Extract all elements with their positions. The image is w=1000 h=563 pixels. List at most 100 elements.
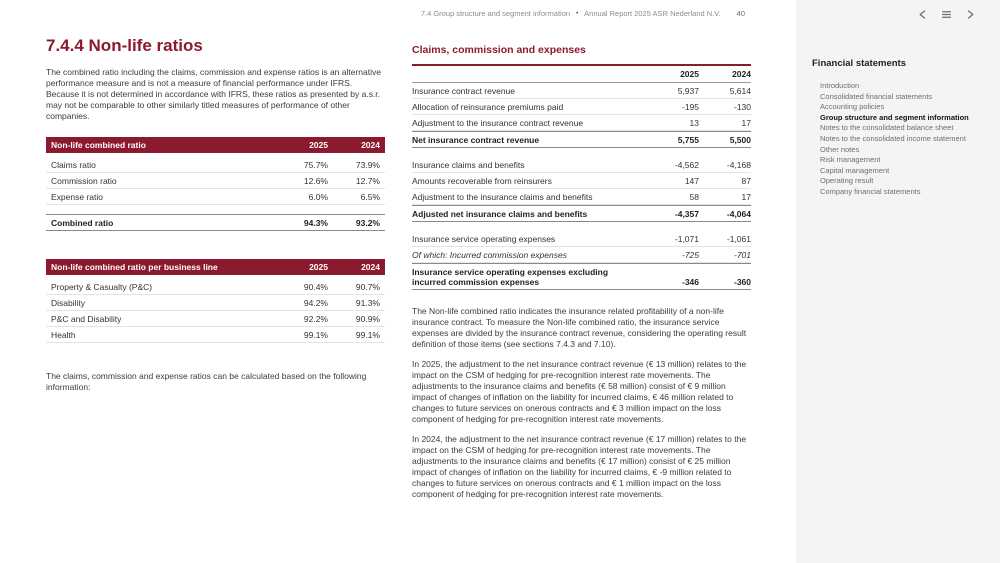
row-label: Health xyxy=(51,329,76,340)
table-header: Non-life combined ratio 2025 2024 xyxy=(46,137,385,153)
row-value-2024: -360 xyxy=(733,276,751,287)
row-value-2025: 99.1% xyxy=(303,329,328,340)
paragraph-1: The Non-life combined ratio indicates th… xyxy=(412,306,747,349)
page-number: 40 xyxy=(736,9,745,18)
year-column-header: 2024 xyxy=(361,140,380,150)
combined-ratio-per-business-line-table: Non-life combined ratio per business lin… xyxy=(46,259,385,343)
row-label: Net insurance contract revenue xyxy=(412,134,540,145)
middle-column: Claims, commission and expenses 2025 2024… xyxy=(412,44,751,509)
row-label: Insurance service operating expenses xyxy=(412,233,556,244)
row-label: Combined ratio xyxy=(51,217,114,228)
row-value-2025: -4,562 xyxy=(674,159,699,170)
previous-page-button[interactable] xyxy=(915,7,929,21)
row-label: Claims ratio xyxy=(51,159,96,170)
table-row: Adjustment to the insurance claims and b… xyxy=(412,189,751,205)
previous-arrow-icon xyxy=(919,9,925,19)
table-row: Insurance contract revenue 5,937 5,614 xyxy=(412,83,751,99)
next-page-button[interactable] xyxy=(963,7,977,21)
row-value-2025: 90.4% xyxy=(303,281,328,292)
row-label: Amounts recoverable from reinsurers xyxy=(412,175,552,186)
row-value-2024: -1,061 xyxy=(726,233,751,244)
table-row: Adjusted net insurance claims and benefi… xyxy=(412,205,751,222)
paragraph-2: In 2025, the adjustment to the net insur… xyxy=(412,359,747,424)
sidebar-item-accounting-policies[interactable]: Accounting policies xyxy=(820,102,885,112)
financial-statements-sidebar: Financial statements Introduction Consoli… xyxy=(796,0,1000,563)
page-title: 7.4.4 Non-life ratios xyxy=(46,36,203,55)
table-row: Net insurance contract revenue 5,755 5,500 xyxy=(412,131,751,148)
row-value-2024: -4,168 xyxy=(726,159,751,170)
table-row: Of which: Incurred commission expenses -7… xyxy=(412,247,751,263)
row-value-2025: 75.7% xyxy=(303,159,328,170)
sidebar-item-notes-to-the-consolidated-income-statement[interactable]: Notes to the consolidated income stateme… xyxy=(820,133,966,143)
topbar: 7.4 Group structure and segment informat… xyxy=(421,9,745,18)
row-value-2025: 94.2% xyxy=(303,297,328,308)
row-value-2024: 87 xyxy=(741,175,751,186)
row-value-2025: -725 xyxy=(681,249,699,260)
row-value-2024: -130 xyxy=(733,101,751,112)
table-title: Non-life combined ratio xyxy=(51,140,146,150)
row-value-2024: 90.7% xyxy=(355,281,380,292)
menu-button[interactable] xyxy=(939,7,953,21)
sidebar-item-introduction[interactable]: Introduction xyxy=(820,81,860,90)
paragraph-3: In 2024, the adjustment to the net insur… xyxy=(412,434,747,499)
row-value-2025: 6.0% xyxy=(308,191,328,202)
row-value-2025: 5,755 xyxy=(677,134,699,145)
sidebar-item-company-financial-statements[interactable]: Company financial statements xyxy=(820,186,921,196)
table-row: Claims ratio 75.7% 73.9% xyxy=(46,157,385,173)
row-value-2025: 5,937 xyxy=(677,85,699,96)
menu-icon xyxy=(941,10,951,18)
table-header: Non-life combined ratio per business lin… xyxy=(46,259,385,275)
row-label: Commission ratio xyxy=(51,175,117,186)
table-row: Disability 94.2% 91.3% xyxy=(46,295,385,311)
table-row: Amounts recoverable from reinsurers 147 87 xyxy=(412,173,751,189)
row-value-2024: 91.3% xyxy=(355,297,380,308)
table-row: Expense ratio 6.0% 6.5% xyxy=(46,189,385,205)
row-value-2024: 5,500 xyxy=(729,134,751,145)
row-value-2025: -4,357 xyxy=(674,208,699,219)
table-row: Insurance claims and benefits -4,562 -4,16… xyxy=(412,157,751,173)
next-arrow-icon xyxy=(967,9,973,19)
separator-dot-icon: • xyxy=(576,10,579,17)
report-title: Annual Report 2025 ASR Nederland N.V. xyxy=(584,9,721,18)
sidebar-item-other-notes[interactable]: Other notes xyxy=(820,144,860,154)
sidebar-title: Financial statements xyxy=(812,58,906,69)
row-label: Property & Casualty (P&C) xyxy=(51,281,153,292)
row-label: Of which: Incurred commission expenses xyxy=(412,249,567,260)
table-row: Combined ratio 94.3% 93.2% xyxy=(46,214,385,231)
row-value-2024: 90.9% xyxy=(355,313,380,324)
row-value-2024: -701 xyxy=(733,249,751,260)
sidebar-nav-list: Introduction Consolidated financial state… xyxy=(812,81,984,198)
breadcrumb: 7.4 Group structure and segment informat… xyxy=(420,9,571,18)
row-label: Disability xyxy=(51,297,86,308)
year-column-header: 2024 xyxy=(732,69,751,79)
sidebar-item-group-structure-and-segment-information[interactable]: Group structure and segment information xyxy=(820,112,969,122)
sidebar-item-capital-management[interactable]: Capital management xyxy=(820,165,890,175)
row-value-2025: -346 xyxy=(681,276,699,287)
row-label: Adjustment to the insurance claims and b… xyxy=(412,191,593,202)
table-body: Insurance contract revenue 5,937 5,614 Allo… xyxy=(412,83,751,290)
table-row: Property & Casualty (P&C) 90.4% 90.7% xyxy=(46,279,385,295)
sidebar-item-risk-management[interactable]: Risk management xyxy=(820,155,881,165)
sidebar-item-consolidated-financial-statements[interactable]: Consolidated financial statements xyxy=(820,91,933,101)
table-title: Non-life combined ratio per business lin… xyxy=(51,262,218,272)
row-value-2025: 12.6% xyxy=(303,175,328,186)
table-row: P&C and Disability 92.2% 90.9% xyxy=(46,311,385,327)
table-row: Health 99.1% 99.1% xyxy=(46,327,385,343)
row-value-2024: 99.1% xyxy=(355,329,380,340)
row-value-2025: -1,071 xyxy=(674,233,699,244)
year-column-header: 2025 xyxy=(680,69,699,79)
sidebar-item-notes-to-the-consolidated-balance-sheet[interactable]: Notes to the consolidated balance sheet xyxy=(820,123,954,133)
row-label: Allocation of reinsurance premiums paid xyxy=(412,101,564,112)
row-value-2025: 13 xyxy=(689,117,699,128)
row-value-2025: 94.3% xyxy=(303,217,328,228)
row-value-2025: 58 xyxy=(689,191,699,202)
calculation-note: The claims, commission and expense ratio… xyxy=(46,371,367,392)
year-column-header: 2025 xyxy=(309,262,328,272)
table-year-header: 2025 2024 xyxy=(412,66,751,83)
table-row: Insurance service operating expenses -1,0… xyxy=(412,231,751,247)
row-value-2024: 17 xyxy=(741,117,751,128)
row-label: Adjusted net insurance claims and benefi… xyxy=(412,208,588,219)
row-value-2024: -4,064 xyxy=(726,208,751,219)
claims-commission-expenses-table: 2025 2024 Insurance contract revenue 5,937… xyxy=(412,64,751,290)
sidebar-item-operating-result[interactable]: Operating result xyxy=(820,176,874,186)
